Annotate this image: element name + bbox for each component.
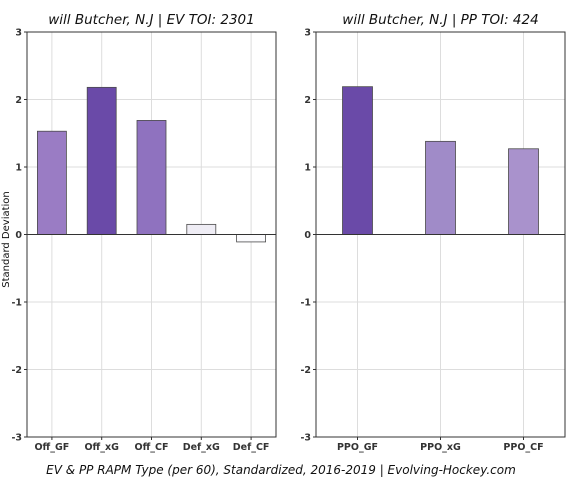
chart-title: will Butcher, N.J | PP TOI: 424	[342, 12, 538, 28]
y-tick-label: 3	[15, 28, 22, 39]
bar-def-xg	[186, 223, 217, 235]
bar-def-cf	[236, 234, 267, 243]
y-tick-label: -1	[300, 298, 311, 309]
ev-rapm-panel: -3 -2 -1 0 1 2 3 Off_GF Off_xG Off_CF Def_xG Def_CF…	[1, 12, 277, 453]
bar-ppo-gf	[342, 86, 373, 235]
y-tick-label: 2	[15, 95, 22, 106]
y-tick-label: -2	[11, 365, 22, 376]
bar-ppo-xg	[425, 140, 456, 235]
x-tick-label: Off_GF	[34, 442, 69, 453]
y-tick-label: 3	[304, 28, 311, 39]
y-tick-label: 0	[304, 230, 311, 241]
chart-title: will Butcher, N.J | EV TOI: 2301	[48, 12, 254, 28]
y-tick-label: -3	[300, 433, 311, 444]
figure-caption: EV & PP RAPM Type (per 60), Standardized…	[46, 463, 516, 477]
x-tick-label: Off_xG	[84, 442, 119, 453]
y-tick-label: -3	[11, 433, 22, 444]
bar-off-cf	[136, 120, 167, 235]
y-tick-label: -2	[300, 365, 311, 376]
x-tick-label: Def_CF	[233, 442, 270, 453]
x-tick-label: Def_xG	[183, 442, 220, 453]
x-tick-label: PPO_GF	[337, 442, 378, 453]
y-tick-label: 2	[304, 95, 311, 106]
y-tick-label: 0	[15, 230, 22, 241]
bar-off-xg	[86, 86, 117, 235]
x-tick-label: PPO_CF	[503, 442, 543, 453]
y-tick-label: 1	[15, 163, 22, 174]
x-tick-label: PPO_xG	[420, 442, 461, 453]
bar-ppo-cf	[508, 148, 539, 235]
y-tick-label: -1	[11, 298, 22, 309]
y-tick-label: 1	[304, 163, 311, 174]
bar-off-gf	[37, 130, 67, 235]
pp-rapm-panel: -3 -2 -1 0 1 2 3 PPO_GF PPO_xG PPO_CF will Butcher…	[300, 12, 566, 453]
y-axis-label: Standard Deviation	[1, 191, 12, 288]
x-tick-label: Off_CF	[135, 442, 169, 453]
